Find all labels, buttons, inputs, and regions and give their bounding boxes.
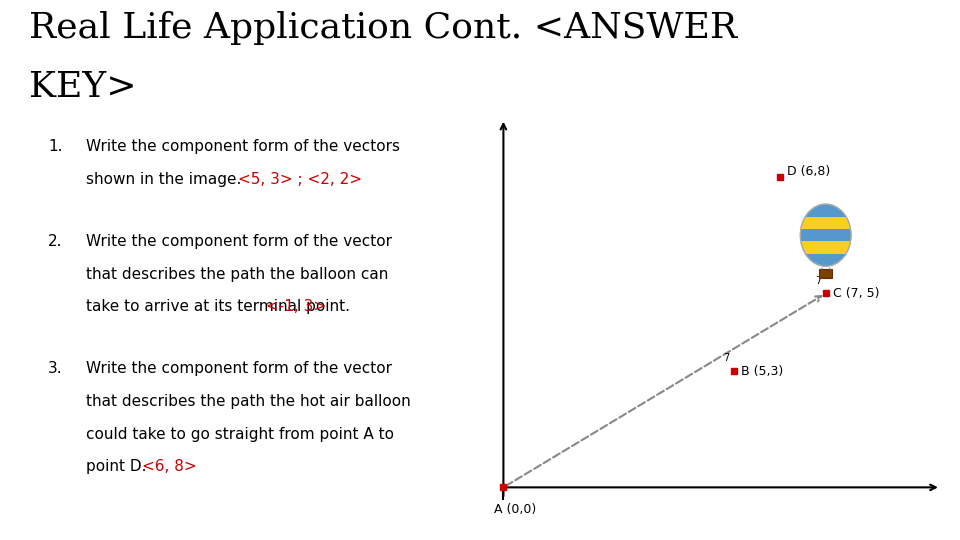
Text: Write the component form of the vector: Write the component form of the vector xyxy=(86,234,393,249)
Text: 1.: 1. xyxy=(48,139,62,154)
Bar xyxy=(801,254,851,266)
Text: D (6,8): D (6,8) xyxy=(786,165,829,178)
Text: B (5,3): B (5,3) xyxy=(740,365,782,378)
Text: <-1, 3>: <-1, 3> xyxy=(266,299,326,314)
Text: <6, 8>: <6, 8> xyxy=(142,460,196,475)
Text: take to arrive at its terminal point.: take to arrive at its terminal point. xyxy=(86,299,355,314)
Text: that describes the path the balloon can: that describes the path the balloon can xyxy=(86,267,389,281)
Ellipse shape xyxy=(801,204,851,266)
Text: Write the component form of the vector: Write the component form of the vector xyxy=(86,361,393,376)
Text: could take to go straight from point A to: could take to go straight from point A t… xyxy=(86,427,395,442)
Text: Write the component form of the vectors: Write the component form of the vectors xyxy=(86,139,400,154)
Bar xyxy=(801,229,851,241)
Bar xyxy=(801,217,851,229)
Text: 2.: 2. xyxy=(48,234,62,249)
Text: shown in the image.: shown in the image. xyxy=(86,172,247,187)
Text: point D.: point D. xyxy=(86,460,152,475)
Text: C (7, 5): C (7, 5) xyxy=(832,287,879,300)
Text: KEY>: KEY> xyxy=(29,70,136,104)
Bar xyxy=(819,269,832,278)
Bar xyxy=(801,204,851,217)
Text: 7: 7 xyxy=(724,353,730,363)
Bar xyxy=(801,241,851,254)
Text: <5, 3> ; <2, 2>: <5, 3> ; <2, 2> xyxy=(238,172,362,187)
Text: 7: 7 xyxy=(816,276,822,286)
Text: 3.: 3. xyxy=(48,361,62,376)
Text: Real Life Application Cont. <ANSWER: Real Life Application Cont. <ANSWER xyxy=(29,11,737,45)
Text: A (0,0): A (0,0) xyxy=(494,503,537,516)
Text: that describes the path the hot air balloon: that describes the path the hot air ball… xyxy=(86,394,411,409)
